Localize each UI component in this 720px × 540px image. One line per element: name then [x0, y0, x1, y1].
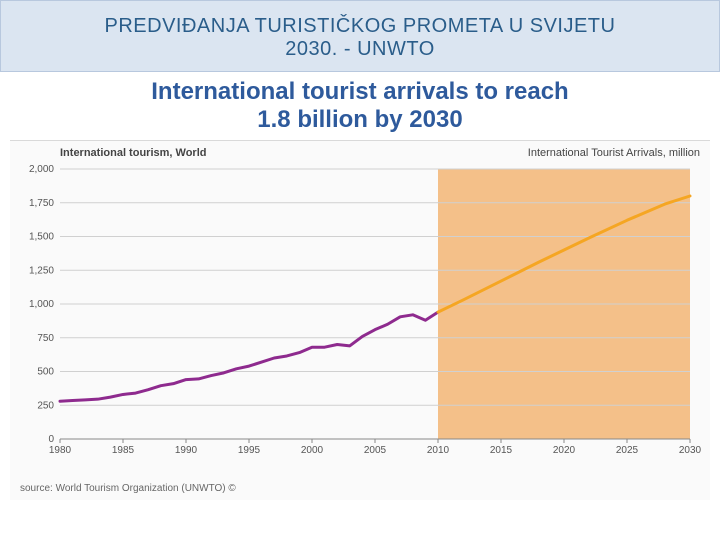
chart-title: International tourist arrivals to reach … [0, 72, 720, 140]
svg-text:1,250: 1,250 [29, 265, 54, 276]
svg-text:2000: 2000 [301, 445, 324, 456]
svg-text:1,500: 1,500 [29, 232, 54, 243]
chart-subtitle-left: International tourism, World [60, 147, 206, 159]
svg-text:750: 750 [37, 333, 54, 344]
svg-text:2015: 2015 [490, 445, 513, 456]
svg-text:2030: 2030 [679, 445, 702, 456]
svg-text:2005: 2005 [364, 445, 387, 456]
svg-text:1980: 1980 [49, 445, 72, 456]
slide-title-line1: PREDVIĐANJA TURISTIČKOG PROMETA U SVIJET… [21, 15, 699, 38]
svg-text:2025: 2025 [616, 445, 639, 456]
chart-title-line1: International tourist arrivals to reach [0, 78, 720, 106]
series-actual [60, 312, 438, 401]
chart-title-line2: 1.8 billion by 2030 [0, 106, 720, 134]
svg-text:250: 250 [37, 400, 54, 411]
chart-subtitle-right: International Tourist Arrivals, million [528, 147, 700, 159]
slide-title-line2: 2030. - UNWTO [21, 38, 699, 61]
x-axis-labels: 1980 1985 1990 1995 2000 2005 2010 2015 2020 2025… [49, 439, 702, 456]
svg-text:1990: 1990 [175, 445, 198, 456]
chart-container: International tourism, World Internation… [10, 140, 710, 500]
y-axis-labels: 0 250 500 750 1,000 1,250 1,500 1,750 2,000 [29, 164, 54, 445]
slide-header: PREDVIĐANJA TURISTIČKOG PROMETA U SVIJET… [0, 0, 720, 72]
svg-text:1985: 1985 [112, 445, 135, 456]
svg-text:0: 0 [48, 434, 54, 445]
svg-text:2,000: 2,000 [29, 164, 54, 175]
svg-text:1995: 1995 [238, 445, 261, 456]
svg-text:1,000: 1,000 [29, 299, 54, 310]
svg-text:2020: 2020 [553, 445, 576, 456]
chart-svg: 02505007501,0001,2501,5001,7502,00019801… [60, 169, 690, 459]
chart-plot: 02505007501,0001,2501,5001,7502,00019801… [60, 169, 690, 459]
svg-text:500: 500 [37, 367, 54, 378]
svg-text:1,750: 1,750 [29, 198, 54, 209]
svg-text:2010: 2010 [427, 445, 450, 456]
chart-source: source: World Tourism Organization (UNWT… [20, 483, 236, 494]
